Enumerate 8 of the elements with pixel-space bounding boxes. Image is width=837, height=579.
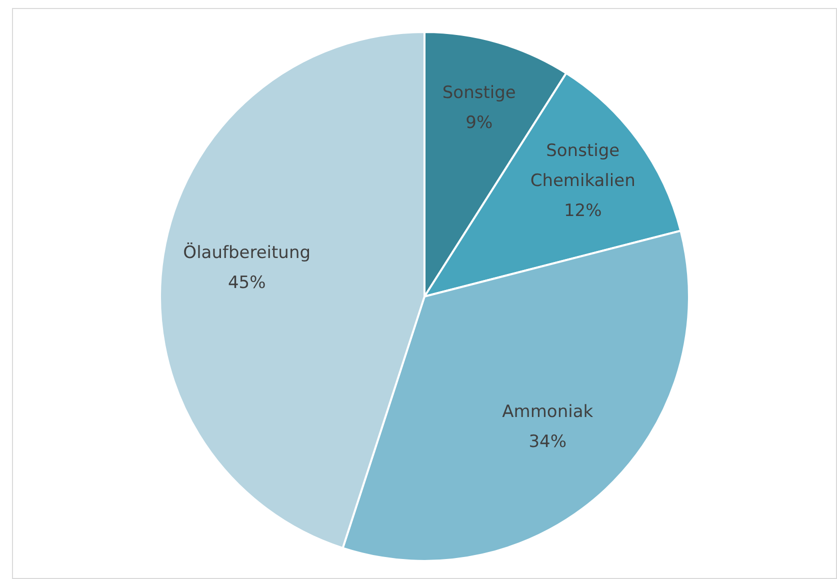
- slice-label: Ammoniak: [502, 402, 594, 422]
- slice-label: Sonstige Chemikalien: [530, 140, 636, 191]
- data-label: 9%: [466, 112, 493, 133]
- data-label: 34%: [528, 432, 567, 452]
- data-label: 45%: [228, 272, 266, 293]
- slice-label: Ölaufbereitung: [183, 242, 311, 263]
- data-label: 12%: [564, 200, 602, 221]
- slice-label: Sonstige: [442, 82, 516, 103]
